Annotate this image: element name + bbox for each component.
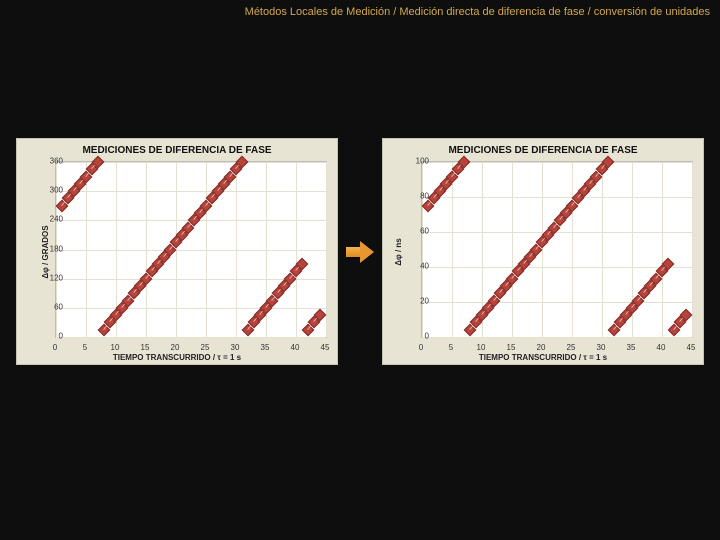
xtick-label: 40 bbox=[657, 343, 666, 352]
chart-right-xlabel: TIEMPO TRANSCURRIDO / τ = 1 s bbox=[383, 353, 703, 362]
ytick-label: 60 bbox=[401, 227, 429, 236]
chart-left-title: MEDICIONES DE DIFERENCIA DE FASE bbox=[17, 139, 337, 158]
xtick-label: 45 bbox=[321, 343, 330, 352]
ytick-label: 240 bbox=[35, 215, 63, 224]
ytick-label: 80 bbox=[401, 192, 429, 201]
ytick-label: 20 bbox=[401, 297, 429, 306]
ytick-label: 60 bbox=[35, 302, 63, 311]
breadcrumb: Métodos Locales de Medición / Medición d… bbox=[0, 0, 720, 18]
xtick-label: 10 bbox=[111, 343, 120, 352]
ytick-label: 300 bbox=[35, 186, 63, 195]
xtick-label: 15 bbox=[507, 343, 516, 352]
chart-left: MEDICIONES DE DIFERENCIA DE FASE Δφ / GR… bbox=[16, 138, 338, 365]
xtick-label: 25 bbox=[201, 343, 210, 352]
xtick-label: 45 bbox=[687, 343, 696, 352]
charts-row: MEDICIONES DE DIFERENCIA DE FASE Δφ / GR… bbox=[0, 138, 720, 365]
xtick-label: 5 bbox=[449, 343, 453, 352]
xtick-label: 20 bbox=[537, 343, 546, 352]
ytick-label: 120 bbox=[35, 273, 63, 282]
xtick-label: 35 bbox=[627, 343, 636, 352]
ytick-label: 100 bbox=[401, 157, 429, 166]
xtick-label: 25 bbox=[567, 343, 576, 352]
ytick-label: 360 bbox=[35, 157, 63, 166]
xtick-label: 15 bbox=[141, 343, 150, 352]
chart-right: MEDICIONES DE DIFERENCIA DE FASE Δφ / ns… bbox=[382, 138, 704, 365]
xtick-label: 35 bbox=[261, 343, 270, 352]
ytick-label: 0 bbox=[35, 332, 63, 341]
chart-left-plot bbox=[55, 161, 327, 338]
xtick-label: 40 bbox=[291, 343, 300, 352]
xtick-label: 30 bbox=[597, 343, 606, 352]
ytick-label: 40 bbox=[401, 262, 429, 271]
ytick-label: 0 bbox=[401, 332, 429, 341]
arrow-icon bbox=[346, 241, 374, 263]
chart-left-xlabel: TIEMPO TRANSCURRIDO / τ = 1 s bbox=[17, 353, 337, 362]
xtick-label: 0 bbox=[419, 343, 423, 352]
xtick-label: 30 bbox=[231, 343, 240, 352]
xtick-label: 20 bbox=[171, 343, 180, 352]
chart-right-title: MEDICIONES DE DIFERENCIA DE FASE bbox=[383, 139, 703, 158]
xtick-label: 0 bbox=[53, 343, 57, 352]
ytick-label: 180 bbox=[35, 244, 63, 253]
xtick-label: 10 bbox=[477, 343, 486, 352]
xtick-label: 5 bbox=[83, 343, 87, 352]
chart-right-plot bbox=[421, 161, 693, 338]
